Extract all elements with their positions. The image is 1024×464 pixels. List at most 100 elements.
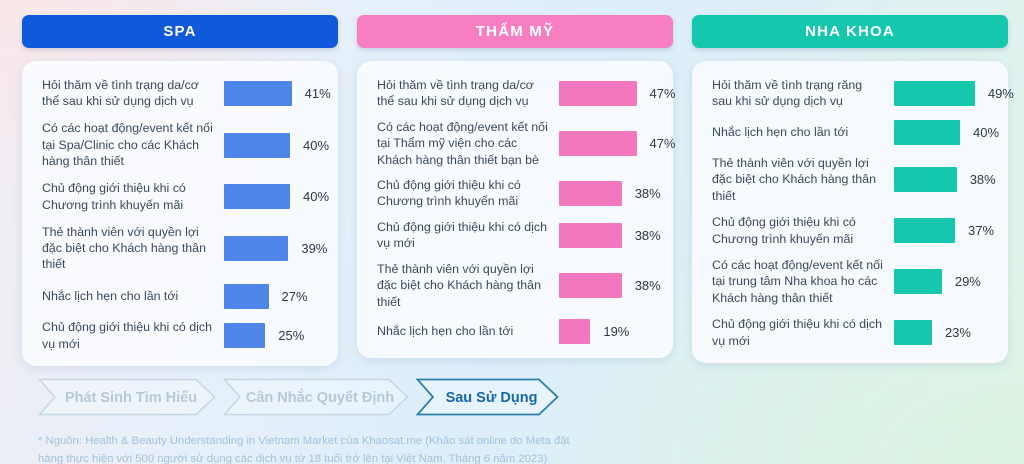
- bar-chart-row: Có các hoạt động/event kết nối tại trung…: [712, 257, 994, 306]
- bar-value-label: 38%: [634, 277, 661, 293]
- bar-value-label: 41%: [304, 85, 331, 101]
- bar-track: 40%: [224, 184, 330, 210]
- bar-chart-row: Có các hoạt động/event kết nối tại Thẩm …: [377, 119, 676, 168]
- bar-category-label: Chủ động giới thiệu khi có Chương trình …: [377, 178, 521, 209]
- bar-category-label: Thẻ thành viên với quyền lợi đặc biệt ch…: [377, 261, 541, 309]
- bar-value-label: 40%: [973, 124, 1000, 140]
- bar-fill: [894, 119, 960, 145]
- bar-track: 49%: [894, 80, 1014, 106]
- bar-value-label: 29%: [954, 274, 981, 290]
- service-panel: THẨM MỸ Hỏi thăm về tình trạng da/cơ thể…: [357, 15, 676, 366]
- bar-value-label: 38%: [969, 172, 996, 187]
- bar-chart-card: Hỏi thăm về tình trạng da/cơ thể sau khi…: [357, 61, 676, 358]
- bar-chart-row: Nhắc lịch hẹn cho lần tới 27%: [42, 283, 324, 309]
- bar-fill: [894, 167, 957, 192]
- stage-chevron-shape: [416, 378, 559, 416]
- bar-track: 47%: [559, 130, 676, 156]
- service-panel: NHA KHOA Hỏi thăm về tình trạng răng sau…: [692, 15, 1014, 366]
- bar-fill: [224, 235, 289, 261]
- bar-track: 38%: [559, 272, 661, 298]
- footnote-line-1: * Nguồn: Health & Beauty Understanding i…: [38, 435, 570, 447]
- bar-value-label: 47%: [649, 85, 676, 101]
- bar-fill: [559, 318, 591, 344]
- bar-chart-row: Chủ động giới thiệu khi có dịch vụ mới 2…: [42, 319, 324, 352]
- stage-label: Cân Nhắc Quyết Định: [246, 388, 394, 406]
- stage-chevron-1[interactable]: Phát Sinh Tìm Hiểu: [38, 378, 216, 416]
- bar-fill: [559, 222, 622, 248]
- bar-value-label: 38%: [634, 227, 661, 243]
- bar-category-label: Thẻ thành viên với quyền lợi đặc biệt ch…: [42, 224, 206, 272]
- bar-category-label: Hỏi thăm về tình trạng da/cơ thể sau khi…: [377, 78, 534, 109]
- bar-value-label: 27%: [281, 288, 308, 304]
- bar-fill: [894, 80, 975, 106]
- bar-fill: [224, 184, 290, 210]
- service-panel: SPA Hỏi thăm về tình trạng da/cơ thể sau…: [22, 15, 338, 366]
- source-footnote: * Nguồn: Health & Beauty Understanding i…: [38, 433, 570, 464]
- bar-chart-row: Hỏi thăm về tình trạng da/cơ thể sau khi…: [377, 77, 676, 110]
- stage-chevron-3[interactable]: Sau Sử Dụng: [416, 378, 559, 416]
- bar-fill: [559, 180, 622, 206]
- panel-title: THẨM MỸ: [357, 15, 673, 48]
- bar-value-label: 38%: [634, 185, 661, 201]
- bar-fill: [559, 80, 637, 106]
- bar-chart-row: Hỏi thăm về tình trạng da/cơ thể sau khi…: [42, 77, 331, 110]
- bar-value-label: 49%: [987, 85, 1014, 101]
- stage-label: Phát Sinh Tìm Hiểu: [65, 390, 197, 406]
- bar-category-label: Thẻ thành viên với quyền lợi đặc biệt ch…: [712, 155, 876, 203]
- bar-track: 37%: [894, 218, 994, 244]
- bar-category-label: Có các hoạt động/event kết nối tại Thẩm …: [377, 119, 548, 167]
- bar-chart-row: Chủ động giới thiệu khi có dịch vụ mới 2…: [712, 316, 994, 349]
- bar-chart-card: Hỏi thăm về tình trạng da/cơ thể sau khi…: [22, 61, 338, 366]
- bar-chart-row: Nhắc lịch hẹn cho lần tới 19%: [377, 318, 659, 344]
- bar-chart-row: Chủ động giới thiệu khi có dịch vụ mới 3…: [377, 219, 661, 252]
- bar-track: 38%: [559, 180, 661, 206]
- stage-chevron-shape: [38, 378, 216, 416]
- bar-track: 27%: [224, 283, 308, 309]
- bar-category-label: Nhắc lịch hẹn cho lần tới: [712, 125, 849, 140]
- bar-chart-row: Thẻ thành viên với quyền lợi đặc biệt ch…: [377, 261, 661, 310]
- bar-track: 38%: [894, 167, 996, 192]
- bar-fill: [894, 218, 956, 244]
- bar-category-label: Nhắc lịch hẹn cho lần tới: [42, 288, 179, 303]
- service-panels: SPA Hỏi thăm về tình trạng da/cơ thể sau…: [22, 15, 1014, 366]
- bar-fill: [559, 130, 637, 156]
- bar-category-label: Chủ động giới thiệu khi có Chương trình …: [712, 215, 856, 246]
- bar-category-label: Chủ động giới thiệu khi có Chương trình …: [42, 181, 186, 212]
- bar-track: 19%: [559, 318, 630, 344]
- bar-fill: [894, 320, 932, 346]
- bar-chart-row: Chủ động giới thiệu khi có Chương trình …: [377, 177, 661, 210]
- footnote-line-2: hàng thực hiện với 500 người sử dụng các…: [38, 452, 548, 464]
- bar-chart-row: Chủ động giới thiệu khi có Chương trình …: [42, 180, 329, 213]
- journey-stage-nav: Phát Sinh Tìm Hiểu Cân Nhắc Quyết Định Sau…: [38, 378, 559, 416]
- bar-track: 23%: [894, 320, 971, 346]
- stage-label: Sau Sử Dụng: [446, 390, 538, 406]
- bar-track: 25%: [224, 323, 305, 349]
- bar-category-label: Chủ động giới thiệu khi có dịch vụ mới: [712, 317, 882, 348]
- panel-title: NHA KHOA: [692, 15, 1008, 48]
- bar-track: 41%: [224, 80, 331, 106]
- bar-category-label: Hỏi thăm về tình trạng răng sau khi sử d…: [712, 78, 863, 109]
- bar-category-label: Có các hoạt động/event kết nối tại Spa/C…: [42, 121, 213, 169]
- bar-chart-card: Hỏi thăm về tình trạng răng sau khi sử d…: [692, 61, 1014, 363]
- panel-title: SPA: [22, 15, 338, 48]
- bar-chart-row: Nhắc lịch hẹn cho lần tới 40%: [712, 119, 999, 145]
- bar-category-label: Chủ động giới thiệu khi có dịch vụ mới: [377, 219, 547, 251]
- bar-category-label: Chủ động giới thiệu khi có dịch vụ mới: [42, 320, 212, 351]
- bar-value-label: 40%: [303, 189, 330, 205]
- bar-value-label: 19%: [603, 323, 630, 339]
- bar-fill: [224, 323, 266, 349]
- bar-value-label: 47%: [649, 135, 676, 151]
- bar-value-label: 40%: [303, 137, 330, 153]
- bar-value-label: 25%: [278, 328, 305, 344]
- bar-chart-row: Thẻ thành viên với quyền lợi đặc biệt ch…: [712, 155, 996, 204]
- stage-chevron-shape: [223, 378, 409, 416]
- bar-chart-row: Có các hoạt động/event kết nối tại Spa/C…: [42, 120, 329, 169]
- stage-chevron-2[interactable]: Cân Nhắc Quyết Định: [223, 378, 409, 416]
- bar-category-label: Có các hoạt động/event kết nối tại trung…: [712, 258, 883, 305]
- bar-track: 29%: [894, 269, 981, 295]
- bar-value-label: 23%: [944, 325, 971, 341]
- bar-fill: [559, 272, 622, 298]
- bar-fill: [224, 80, 292, 106]
- bar-fill: [894, 269, 942, 295]
- bar-chart-row: Thẻ thành viên với quyền lợi đặc biệt ch…: [42, 224, 327, 273]
